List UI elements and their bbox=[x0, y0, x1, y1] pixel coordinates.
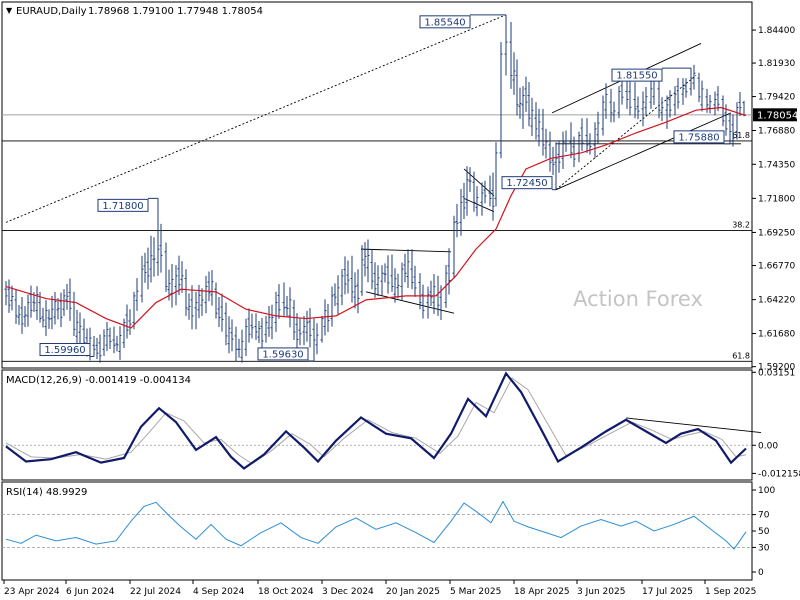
rsi-y-tick-label: 70 bbox=[758, 511, 770, 521]
x-tick-label: 6 Jun 2024 bbox=[66, 587, 115, 597]
last-price-label: 1.78054 bbox=[757, 110, 798, 121]
annotation-label: 1.71800 bbox=[102, 201, 143, 212]
annotation-box bbox=[501, 176, 553, 190]
macd-y-tick-label: 0.03151 bbox=[758, 368, 795, 378]
moving-average-line bbox=[5, 106, 747, 329]
fib-level-label: 61.8 bbox=[732, 351, 750, 360]
y-tick-label: 1.61680 bbox=[758, 330, 795, 340]
rsi-y-tick-label: 100 bbox=[758, 486, 775, 496]
macd-panel-frame bbox=[1, 369, 753, 481]
x-tick-label: 1 Sep 2025 bbox=[705, 587, 756, 597]
y-tick-label: 1.84400 bbox=[758, 26, 795, 36]
trendline bbox=[463, 197, 495, 213]
fib-level-label: 61.8 bbox=[732, 131, 750, 140]
annotation-label: 1.81550 bbox=[616, 71, 657, 82]
x-tick-label: 3 Jun 2025 bbox=[577, 587, 625, 597]
macd-main-line bbox=[5, 371, 747, 470]
price-grid: 61.8 38.2 61.8 bbox=[2, 114, 752, 362]
x-axis: 23 Apr 2024 6 Jun 2024 22 Jul 2024 4 Sep 20… bbox=[3, 580, 756, 597]
annotation-box bbox=[39, 343, 91, 357]
macd-title: MACD(12,26,9) -0.001419 -0.004134 bbox=[6, 375, 191, 386]
trendline bbox=[365, 291, 455, 314]
last-price-tag bbox=[753, 108, 797, 122]
y-tick-label: 1.59200 bbox=[758, 363, 795, 373]
annotation-label: 1.85540 bbox=[424, 17, 465, 28]
price-bars bbox=[4, 14, 746, 363]
macd-layer: 0.03151 0.00 -0.012158 bbox=[2, 368, 800, 479]
chart-title: EURAUD,Daily bbox=[16, 6, 87, 17]
x-tick-label: 3 Dec 2024 bbox=[322, 587, 374, 597]
y-tick-label: 1.76880 bbox=[758, 127, 795, 137]
x-tick-label: 23 Apr 2024 bbox=[4, 587, 60, 597]
macd-trendline bbox=[625, 417, 762, 433]
rsi-y-tick-label: 0 bbox=[758, 568, 764, 578]
ohlc-readout: 1.78968 1.79100 1.77948 1.78054 bbox=[88, 6, 263, 17]
moving-average bbox=[5, 106, 747, 329]
rsi-title: RSI(14) 48.9929 bbox=[6, 487, 87, 498]
annotation-label: 1.59960 bbox=[44, 345, 85, 356]
y-tick-label: 1.71800 bbox=[758, 194, 795, 204]
x-tick-label: 17 Jul 2025 bbox=[642, 587, 693, 597]
annotation-label: 1.59630 bbox=[262, 349, 303, 360]
annotation-box bbox=[673, 130, 725, 144]
symbol-marker: ▼ bbox=[6, 6, 13, 15]
rsi-layer: 100 70 50 30 0 bbox=[2, 486, 775, 578]
x-tick-label: 4 Sep 2024 bbox=[193, 587, 245, 597]
annotation-box bbox=[611, 68, 663, 82]
trendline bbox=[463, 168, 495, 197]
macd-y-tick-label: 0.00 bbox=[758, 441, 778, 451]
macd-y-tick-label: -0.012158 bbox=[758, 469, 800, 479]
x-tick-label: 18 Oct 2024 bbox=[258, 587, 314, 597]
y-tick-label: 1.79420 bbox=[758, 93, 795, 103]
y-tick-label: 1.74350 bbox=[758, 160, 795, 170]
x-tick-label: 22 Jul 2024 bbox=[130, 587, 181, 597]
x-tick-label: 5 Mar 2025 bbox=[450, 587, 501, 597]
x-tick-label: 18 Apr 2025 bbox=[514, 587, 570, 597]
annotation-label: 1.72450 bbox=[506, 178, 547, 189]
fib-level-label: 38.2 bbox=[732, 220, 750, 229]
y-tick-label: 1.69250 bbox=[758, 228, 795, 238]
price-panel-frame bbox=[1, 1, 753, 369]
price-annotations: 1.85540 1.81550 1.75880 1.72450 1.71800 1.599… bbox=[39, 14, 730, 362]
macd-signal-line bbox=[5, 377, 747, 465]
trendline bbox=[360, 248, 452, 253]
trendline bbox=[555, 112, 732, 191]
rsi-line bbox=[5, 500, 747, 550]
annotation-box bbox=[97, 198, 149, 212]
y-tick-label: 1.66770 bbox=[758, 262, 795, 272]
annotation-box bbox=[257, 347, 309, 361]
annotation-label: 1.75880 bbox=[678, 132, 719, 143]
rsi-y-tick-label: 30 bbox=[758, 543, 770, 553]
price-axis: 1.84400 1.81930 1.79420 1.76880 1.74350 1.718… bbox=[752, 26, 795, 373]
rsi-y-tick-label: 50 bbox=[758, 527, 770, 537]
watermark: Action Forex bbox=[573, 287, 703, 311]
annotation-box bbox=[419, 15, 471, 29]
y-tick-label: 1.64220 bbox=[758, 296, 795, 306]
y-tick-label: 1.81930 bbox=[758, 59, 795, 69]
x-tick-label: 20 Jan 2025 bbox=[386, 587, 440, 597]
